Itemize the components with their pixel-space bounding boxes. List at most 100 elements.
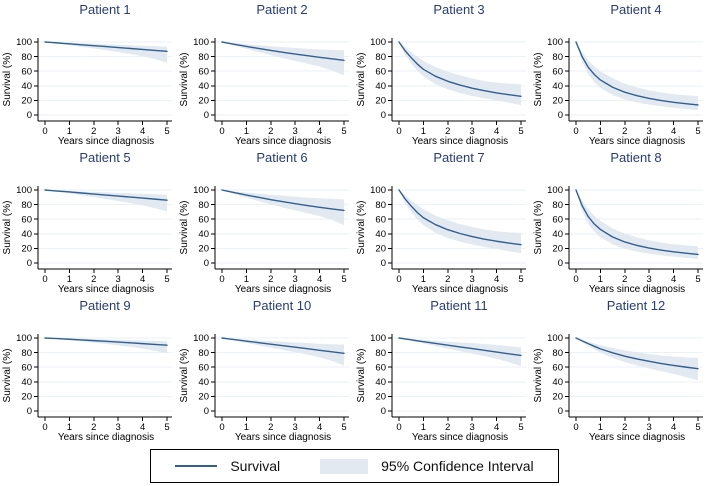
svg-text:0: 0: [219, 422, 224, 433]
survival-line-swatch: [175, 465, 218, 467]
svg-text:5: 5: [518, 126, 523, 137]
svg-text:5: 5: [164, 126, 169, 137]
svg-text:Survival (%): Survival (%): [356, 349, 367, 403]
svg-text:40: 40: [21, 229, 32, 240]
svg-text:4: 4: [317, 274, 322, 285]
svg-text:1: 1: [421, 422, 426, 433]
svg-text:20: 20: [21, 392, 32, 403]
svg-text:20: 20: [21, 244, 32, 255]
svg-text:0: 0: [204, 110, 209, 121]
svg-text:Years since diagnosis: Years since diagnosis: [589, 432, 685, 442]
legend: Survival 95% Confidence Interval: [150, 449, 559, 483]
patient-8-title: Patient 8: [610, 150, 662, 165]
svg-text:60: 60: [375, 214, 386, 225]
svg-text:5: 5: [518, 422, 523, 433]
patient-11-panel: Patient 11 0 20 40 60 80 100 0 1 2 3 4 5 Survival (%…: [354, 297, 531, 443]
svg-text:60: 60: [552, 66, 563, 77]
patient-2-title: Patient 2: [256, 2, 308, 17]
svg-text:100: 100: [547, 37, 563, 48]
svg-text:2: 2: [268, 422, 273, 433]
svg-text:100: 100: [193, 37, 209, 48]
svg-text:Survival (%): Survival (%): [533, 349, 544, 403]
patient-12-panel: Patient 12 0 20 40 60 80 100 0 1 2 3 4 5 Survival (%…: [531, 297, 708, 443]
patient-4-plot: 0 20 40 60 80 100 0 1 2 3 4 5 Survival (%) Years sinc…: [533, 37, 703, 146]
patient-9-panel: Patient 9 0 20 40 60 80 100 0 1 2 3 4 5 Survival (%)…: [0, 297, 177, 443]
svg-text:100: 100: [16, 333, 32, 344]
svg-text:4: 4: [671, 126, 676, 137]
svg-text:20: 20: [375, 96, 386, 107]
svg-text:1: 1: [421, 274, 426, 285]
patient-6-title: Patient 6: [256, 150, 308, 165]
svg-text:2: 2: [91, 422, 96, 433]
svg-text:20: 20: [552, 244, 563, 255]
svg-text:100: 100: [16, 37, 32, 48]
svg-text:Survival (%): Survival (%): [2, 201, 13, 255]
svg-text:0: 0: [204, 406, 209, 417]
patient-7-panel: Patient 7 0 20 40 60 80 100 0 1 2 3 4 5 Survival (%)…: [354, 149, 531, 295]
svg-text:2: 2: [622, 126, 627, 137]
svg-text:5: 5: [341, 422, 346, 433]
svg-text:20: 20: [552, 96, 563, 107]
svg-text:100: 100: [193, 333, 209, 344]
svg-text:0: 0: [27, 258, 32, 269]
svg-text:60: 60: [198, 66, 209, 77]
panels-grid: Patient 1 0 20 40 60 80 100 0 1 2 3 4 5 Survival (%)…: [0, 1, 709, 443]
svg-text:40: 40: [552, 81, 563, 92]
svg-text:Years since diagnosis: Years since diagnosis: [412, 284, 508, 294]
svg-text:2: 2: [445, 422, 450, 433]
svg-text:Years since diagnosis: Years since diagnosis: [235, 284, 331, 294]
svg-text:0: 0: [381, 258, 386, 269]
svg-text:0: 0: [219, 274, 224, 285]
svg-text:Years since diagnosis: Years since diagnosis: [58, 136, 154, 146]
svg-text:80: 80: [552, 200, 563, 211]
svg-text:3: 3: [647, 126, 652, 137]
svg-text:40: 40: [552, 377, 563, 388]
svg-text:80: 80: [375, 348, 386, 359]
patient-8-panel: Patient 8 0 20 40 60 80 100 0 1 2 3 4 5 Survival (%)…: [531, 149, 708, 295]
svg-text:60: 60: [21, 362, 32, 373]
patient-11-title: Patient 11: [430, 298, 488, 313]
patient-4-panel: Patient 4 0 20 40 60 80 100 0 1 2 3 4 5 Survival (%)…: [531, 1, 708, 147]
patient-6-panel: Patient 6 0 20 40 60 80 100 0 1 2 3 4 5 Survival (%)…: [177, 149, 354, 295]
svg-text:80: 80: [375, 52, 386, 63]
patient-5-panel: Patient 5 0 20 40 60 80 100 0 1 2 3 4 5 Survival (%)…: [0, 149, 177, 295]
svg-text:Survival (%): Survival (%): [179, 201, 190, 255]
svg-text:20: 20: [552, 392, 563, 403]
svg-text:3: 3: [470, 274, 475, 285]
svg-text:5: 5: [695, 274, 700, 285]
patient-8-plot: 0 20 40 60 80 100 0 1 2 3 4 5 Survival (%) Years sinc…: [533, 185, 703, 294]
svg-text:40: 40: [552, 229, 563, 240]
svg-text:100: 100: [547, 333, 563, 344]
svg-text:1: 1: [598, 126, 603, 137]
svg-text:Years since diagnosis: Years since diagnosis: [589, 284, 685, 294]
svg-text:80: 80: [198, 348, 209, 359]
svg-text:1: 1: [421, 126, 426, 137]
svg-text:0: 0: [27, 406, 32, 417]
svg-text:20: 20: [198, 392, 209, 403]
legend-container: Survival 95% Confidence Interval: [0, 449, 709, 483]
svg-text:1: 1: [67, 274, 72, 285]
svg-text:60: 60: [375, 66, 386, 77]
svg-text:100: 100: [370, 333, 386, 344]
svg-text:20: 20: [198, 244, 209, 255]
svg-text:Survival (%): Survival (%): [356, 53, 367, 107]
svg-text:3: 3: [293, 126, 298, 137]
svg-text:4: 4: [671, 274, 676, 285]
svg-text:40: 40: [198, 229, 209, 240]
svg-text:0: 0: [573, 126, 578, 137]
svg-text:0: 0: [558, 258, 563, 269]
svg-text:2: 2: [268, 126, 273, 137]
patient-7-title: Patient 7: [433, 150, 485, 165]
patient-1-plot: 0 20 40 60 80 100 0 1 2 3 4 5 Survival (%) Years sinc…: [2, 37, 172, 146]
svg-text:3: 3: [116, 274, 121, 285]
svg-text:0: 0: [204, 258, 209, 269]
svg-text:80: 80: [552, 348, 563, 359]
svg-text:Survival (%): Survival (%): [533, 53, 544, 107]
patient-5-plot: 0 20 40 60 80 100 0 1 2 3 4 5 Survival (%) Years sinc…: [2, 185, 172, 294]
svg-text:100: 100: [16, 185, 32, 196]
svg-text:40: 40: [21, 81, 32, 92]
confidence-legend-label: 95% Confidence Interval: [381, 458, 534, 474]
svg-text:4: 4: [494, 422, 499, 433]
svg-text:0: 0: [573, 422, 578, 433]
